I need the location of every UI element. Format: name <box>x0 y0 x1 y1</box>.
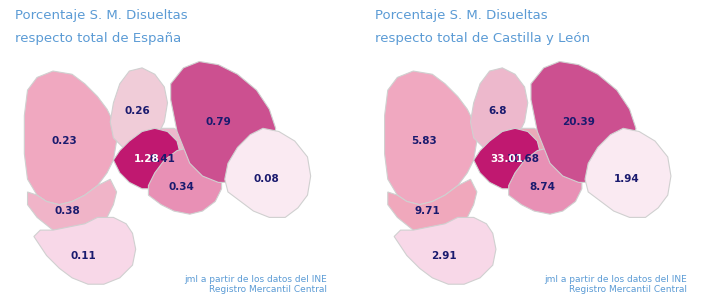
Polygon shape <box>28 179 117 236</box>
Text: 1.94: 1.94 <box>614 174 639 184</box>
Text: 0.41: 0.41 <box>150 154 176 164</box>
Text: 0.08: 0.08 <box>253 174 279 184</box>
Polygon shape <box>149 148 222 214</box>
Text: 9.71: 9.71 <box>415 206 440 216</box>
Text: respecto total de España: respecto total de España <box>15 32 181 45</box>
Text: 10.68: 10.68 <box>506 154 539 164</box>
Polygon shape <box>388 179 477 236</box>
Polygon shape <box>384 71 477 205</box>
Text: Porcentaje S. M. Disueltas: Porcentaje S. M. Disueltas <box>15 9 188 22</box>
Text: 1.28: 1.28 <box>134 154 160 164</box>
Text: 0.38: 0.38 <box>55 206 80 216</box>
Text: respecto total de Castilla y León: respecto total de Castilla y León <box>375 32 590 45</box>
Polygon shape <box>508 148 582 214</box>
Text: 0.11: 0.11 <box>70 251 96 261</box>
Polygon shape <box>171 62 275 182</box>
Polygon shape <box>531 62 636 182</box>
Text: 0.23: 0.23 <box>51 136 77 146</box>
Text: 8.74: 8.74 <box>529 182 555 192</box>
Polygon shape <box>113 128 181 189</box>
Polygon shape <box>493 128 556 189</box>
Polygon shape <box>110 68 168 151</box>
Text: 2.91: 2.91 <box>430 251 456 261</box>
Polygon shape <box>471 68 527 151</box>
Polygon shape <box>585 128 671 218</box>
Text: 5.83: 5.83 <box>411 136 438 146</box>
Text: 0.79: 0.79 <box>205 117 232 127</box>
Text: jml a partir de los datos del INE
Registro Mercantil Central: jml a partir de los datos del INE Regist… <box>544 275 687 295</box>
Polygon shape <box>132 128 196 189</box>
Text: 20.39: 20.39 <box>562 117 595 127</box>
Text: 0.26: 0.26 <box>125 106 150 116</box>
Text: 0.34: 0.34 <box>169 182 195 192</box>
Polygon shape <box>24 71 117 205</box>
Polygon shape <box>224 128 311 218</box>
Polygon shape <box>474 128 540 189</box>
Text: 6.8: 6.8 <box>489 106 507 116</box>
Polygon shape <box>34 218 136 284</box>
Text: Porcentaje S. M. Disueltas: Porcentaje S. M. Disueltas <box>375 9 548 22</box>
Text: jml a partir de los datos del INE
Registro Mercantil Central: jml a partir de los datos del INE Regist… <box>184 275 326 295</box>
Text: 33.01: 33.01 <box>491 154 524 164</box>
Polygon shape <box>394 218 496 284</box>
